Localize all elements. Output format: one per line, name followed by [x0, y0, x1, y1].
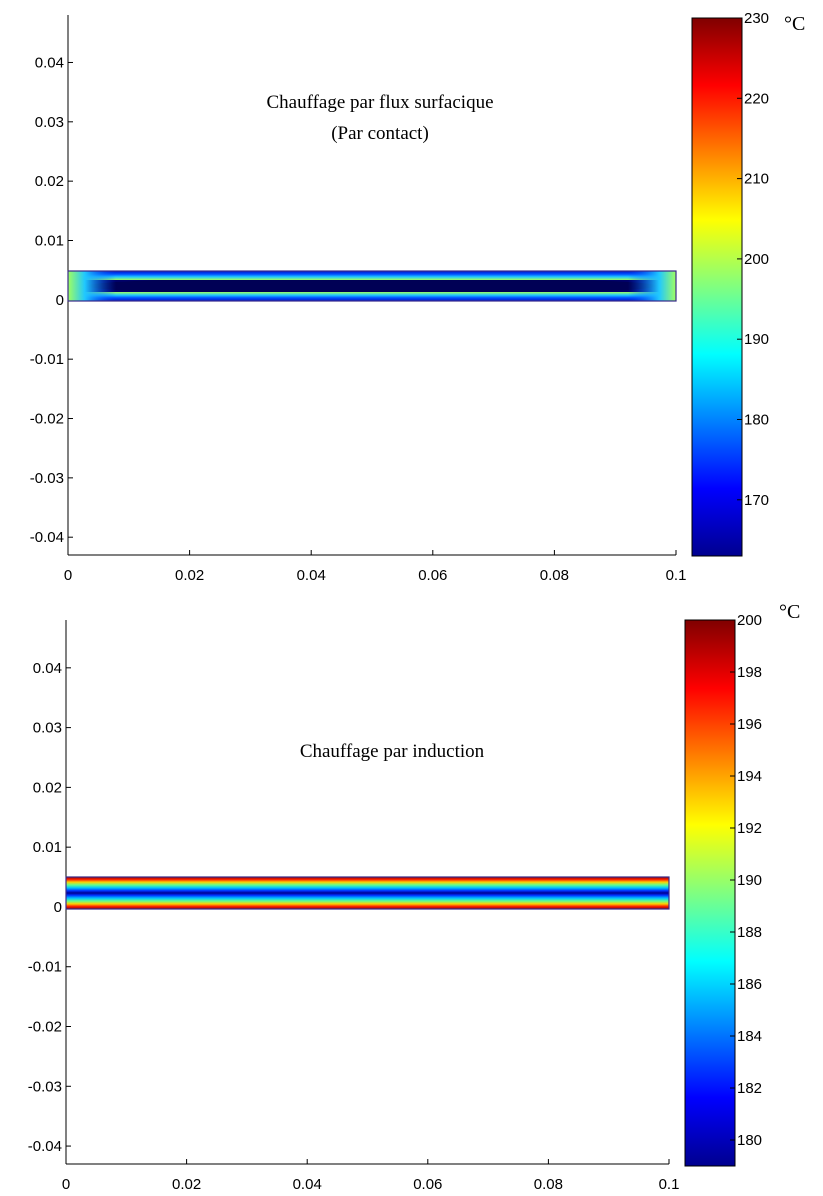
- plot-2-y-tick-label: 0.03: [33, 720, 62, 737]
- plot-2-y-tick-label: -0.04: [28, 1138, 62, 1155]
- plot-2-y-tick-label: 0.04: [33, 660, 62, 677]
- plot-2-x-tick-label: 0.08: [534, 1176, 563, 1193]
- plot-2-domain-outline: [65, 876, 670, 910]
- plot-2-colorbar-unit: °C: [779, 601, 800, 623]
- plot-2-y-tick-label: -0.03: [28, 1078, 62, 1095]
- plot-2-y-tick-label: 0: [54, 899, 62, 916]
- plot-1-y-tick-label: 0.04: [35, 54, 64, 71]
- plot-1-annotation-line-2: (Par contact): [331, 123, 429, 144]
- plot-2-x-tick-label: 0.06: [413, 1176, 442, 1193]
- plot-1-colorbar: [691, 17, 743, 557]
- plot-2-colorbar-tick-label: 186: [737, 976, 762, 993]
- plot-1-domain-inner-core: [87, 277, 657, 295]
- plot-2-x-tick-label: 0.04: [293, 1176, 322, 1193]
- plot-2-colorbar-tick-label: 192: [737, 820, 762, 837]
- plot-1-annotation-line-1: Chauffage par flux surfacique: [266, 92, 493, 113]
- plot-1-domain-outline: [67, 270, 677, 302]
- plot-1-y-tick-label: -0.04: [30, 529, 64, 546]
- plot-2-colorbar-tick-label: 194: [737, 768, 762, 785]
- plot-2: 0.04 0.03 0.02 0.01 0 -0.01 -0.02 -0.03 -0.04 0 0…: [28, 601, 801, 1193]
- plot-1-colorbar-tick-label: 230: [744, 10, 769, 27]
- plot-2-x-tick-label: 0: [62, 1176, 70, 1193]
- plot-1-x-tick-label: 0.06: [418, 567, 447, 584]
- plot-2-colorbar-tick-label: 184: [737, 1028, 762, 1045]
- plot-2-y-tick-label: -0.02: [28, 1019, 62, 1036]
- plot-2-colorbar-tick-label: 182: [737, 1080, 762, 1097]
- plot-1-domain: [67, 270, 677, 302]
- plot-1-colorbar-unit: °C: [784, 13, 805, 35]
- plot-1-y-tick-label: 0.01: [35, 232, 64, 249]
- plot-1-x-tick-label: 0.1: [666, 567, 687, 584]
- plot-2-x-tick-label: 0.02: [172, 1176, 201, 1193]
- plot-2-y-tick-label: 0.02: [33, 779, 62, 796]
- plot-2-domain-bands: [66, 877, 669, 909]
- plot-1-colorbar-tick-label: 170: [744, 492, 769, 509]
- plot-1-y-tick-label: -0.02: [30, 411, 64, 428]
- plot-1-y-tick-label: -0.03: [30, 470, 64, 487]
- plot-2-annotation-line-1: Chauffage par induction: [300, 741, 485, 762]
- plot-2-domain: [65, 876, 670, 910]
- plot-1-y-tick-label: -0.01: [30, 351, 64, 368]
- plot-2-colorbar-tick-label: 188: [737, 924, 762, 941]
- plot-2-colorbar-tick-label: 200: [737, 612, 762, 629]
- plot-1-domain-top-edge: [68, 271, 676, 280]
- plot-1: 0.04 0.03 0.02 0.01 0 -0.01 -0.02 -0.03 -0.04 0 0…: [30, 10, 806, 584]
- plot-2-colorbar-tick-label: 196: [737, 716, 762, 733]
- plot-2-colorbar-tick-label: 198: [737, 664, 762, 681]
- plot-1-y-tick-label: 0.02: [35, 173, 64, 190]
- plot-1-y-tick-label: 0: [56, 292, 64, 309]
- plot-1-x-tick-label: 0.02: [175, 567, 204, 584]
- plot-1-colorbar-tick-label: 180: [744, 411, 769, 428]
- plot-2-colorbar-tick-label: 190: [737, 872, 762, 889]
- plot-2-x-tick-label: 0.1: [659, 1176, 680, 1193]
- plot-1-colorbar-tick-label: 190: [744, 331, 769, 348]
- plot-2-y-tick-label: -0.01: [28, 959, 62, 976]
- plot-1-domain-right-end: [628, 271, 676, 301]
- plot-1-y-tick-label: 0.03: [35, 114, 64, 131]
- plot-1-domain-bottom-edge: [68, 292, 676, 301]
- plot-1-x-tick-label: 0: [64, 567, 72, 584]
- plot-2-colorbar-tick-label: 180: [737, 1132, 762, 1149]
- plot-1-colorbar-tick-label: 210: [744, 171, 769, 188]
- plot-1-colorbar-tick-label: 200: [744, 251, 769, 268]
- plot-2-colorbar: [684, 619, 736, 1167]
- plot-2-y-tick-label: 0.01: [33, 839, 62, 856]
- plot-1-colorbar-tick-label: 220: [744, 90, 769, 107]
- plot-1-x-tick-label: 0.04: [297, 567, 326, 584]
- plot-1-x-tick-label: 0.08: [540, 567, 569, 584]
- plot-1-domain-left-end: [68, 271, 116, 301]
